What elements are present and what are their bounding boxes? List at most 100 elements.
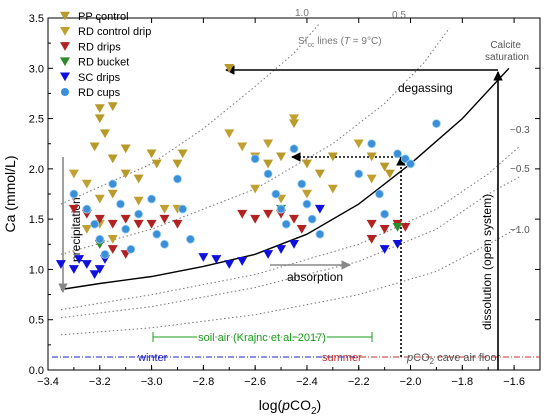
legend-marker <box>61 88 69 96</box>
data-point-circle <box>307 214 317 224</box>
data-point-circle <box>178 204 188 214</box>
si-lines <box>60 22 520 336</box>
data-point-triangle <box>392 240 403 249</box>
x-tick-label: −2.8 <box>193 376 215 388</box>
data-point-triangle <box>89 270 100 279</box>
data-point-triangle <box>289 214 299 224</box>
data-point-circle <box>90 219 100 229</box>
x-tick-label: −2.0 <box>400 376 422 388</box>
data-point-triangle <box>353 139 364 149</box>
x-tick-label: −2.2 <box>348 376 370 388</box>
data-point-triangle <box>94 214 105 224</box>
data-point-triangle <box>159 204 170 214</box>
data-point-circle <box>160 239 169 249</box>
data-point-triangle <box>379 162 390 172</box>
data-point-triangle <box>366 174 377 184</box>
data-point-circle <box>297 179 307 189</box>
data-point-circle <box>289 144 299 154</box>
data-point-circle <box>375 189 384 199</box>
calcite-saturation-label: Calcite saturation <box>485 40 529 63</box>
data-point-circle <box>276 204 286 214</box>
data-point-triangle <box>68 265 79 274</box>
si-label-neg03: −0.3 <box>510 125 530 136</box>
data-point-triangle <box>400 222 411 232</box>
legend-marker <box>60 57 70 67</box>
data-point-triangle <box>120 214 131 224</box>
data-point-triangle <box>250 184 261 194</box>
data-point-triangle <box>296 224 307 234</box>
data-point-circle <box>271 189 281 199</box>
data-point-triangle <box>263 159 274 169</box>
data-point-triangle <box>81 224 92 234</box>
data-point-triangle <box>99 129 110 139</box>
data-point-circle <box>250 154 260 164</box>
data-point-triangle <box>198 253 209 262</box>
data-point-triangle <box>177 149 188 159</box>
data-point-triangle <box>94 104 105 114</box>
y-tick-label: 0.0 <box>29 365 44 377</box>
cave-air-floor-label: pCO2 cave air floor <box>406 352 500 366</box>
x-tick-label: −1.6 <box>503 376 525 388</box>
data-point-triangle <box>146 149 157 159</box>
data-point-triangle <box>314 169 325 179</box>
data-point-triangle <box>107 102 118 112</box>
y-axis-title: Ca (mmol/L) <box>2 155 18 232</box>
data-point-triangle <box>263 139 274 149</box>
y-tick-label: 3.5 <box>29 13 44 25</box>
legend-label: RD drips <box>78 41 121 53</box>
data-point-circle <box>406 159 415 169</box>
data-point-triangle <box>301 159 312 169</box>
data-point-circle <box>281 219 291 229</box>
x-tick-label: −3.4 <box>37 376 59 388</box>
data-point-triangle <box>120 144 131 154</box>
data-point-circle <box>95 234 105 244</box>
data-point-triangle <box>379 224 390 234</box>
data-point-triangle <box>263 209 274 219</box>
data-point-triangle <box>74 255 85 264</box>
y-tick-label: 2.5 <box>29 114 44 126</box>
data-point-triangle <box>107 154 118 164</box>
data-point-triangle <box>172 219 183 229</box>
x-tick-label: −2.6 <box>244 376 266 388</box>
legend-marker <box>60 26 70 36</box>
data-point-circle <box>380 209 390 219</box>
data-point-triangle <box>314 204 325 214</box>
data-point-triangle <box>55 260 66 269</box>
data-point-triangle <box>107 245 118 254</box>
data-point-circle <box>69 189 79 199</box>
legend-label: SC drips <box>78 72 121 84</box>
data-point-triangle <box>224 64 235 73</box>
y-tick-label: 0.5 <box>29 315 44 327</box>
x-axis-title: log(pCO2) <box>259 397 321 417</box>
data-point-triangle <box>81 179 92 189</box>
data-point-circle <box>354 169 364 179</box>
data-point-triangle <box>366 235 377 244</box>
data-point-circle <box>100 249 110 259</box>
x-tick-label: −1.8 <box>451 376 473 388</box>
data-point-triangle <box>289 119 299 129</box>
data-point-triangle <box>276 152 287 162</box>
absorption-label: absorption <box>287 270 343 284</box>
data-point-triangle <box>89 142 100 152</box>
data-point-triangle <box>366 219 377 229</box>
data-point-triangle <box>237 142 248 152</box>
si-label-0-5: 0.5 <box>392 10 406 21</box>
data-point-triangle <box>172 159 183 169</box>
y-tick-label: 1.0 <box>29 264 44 276</box>
data-point-circle <box>186 234 195 244</box>
si-lines-title: SIcc lines (T = 9°C) <box>298 36 382 49</box>
data-point-triangle <box>107 189 118 199</box>
winter-label: winter <box>137 352 168 364</box>
data-point-circle <box>121 224 131 234</box>
x-tick-label: −3.2 <box>89 376 111 388</box>
legend-label: RD cups <box>78 87 121 99</box>
data-point-triangle <box>392 222 403 232</box>
data-point-triangle <box>94 114 105 124</box>
legend-marker <box>60 42 70 51</box>
data-point-triangle <box>94 194 105 204</box>
soil-air-label: soil air (Krajnc et al. 2017) <box>198 332 326 344</box>
x-tick-label: −2.4 <box>296 376 318 388</box>
data-point-circle <box>116 199 125 209</box>
data-point-circle <box>82 204 92 214</box>
y-tick-label: 2.0 <box>29 164 44 176</box>
